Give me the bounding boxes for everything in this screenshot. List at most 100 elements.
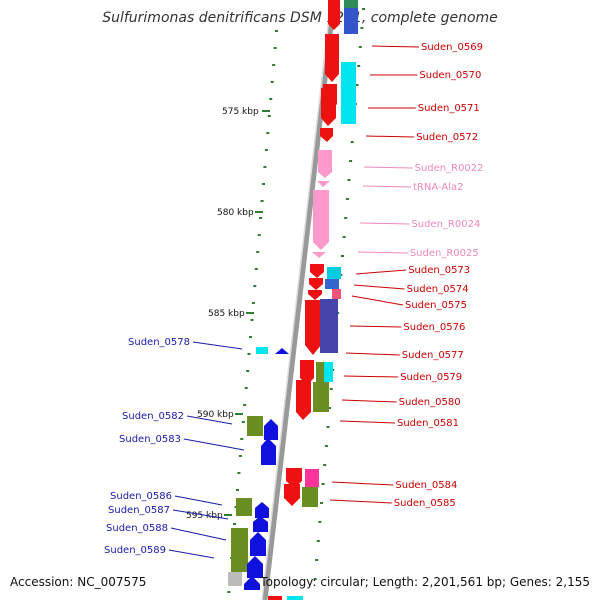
gene-block-suden-0576-purple[interactable] [320,299,338,353]
gene-block-suden-0584-magenta[interactable] [305,469,319,487]
gene-block-suden-0586-olive[interactable] [236,498,252,516]
ruler-dot [244,387,248,389]
ruler-dot-right [318,521,322,523]
gene-label[interactable]: Suden_R0022 [415,163,484,174]
ruler-dot-right [357,65,361,67]
gene-label[interactable]: Suden_0579 [400,372,462,383]
gene-label[interactable]: Suden_0584 [395,480,457,491]
tick-label-575: 575 kbp [222,107,259,117]
map-title: Sulfurimonas denitrificans DSM 1251, com… [102,10,498,26]
gene-label[interactable]: Suden_R0024 [411,219,480,230]
gene-label[interactable]: Suden_0583 [119,434,181,445]
gene-arrow-suden-0589[interactable] [247,556,263,578]
gene-block-suden-0589-gray[interactable] [228,572,242,586]
gene-block-suden-0573-cyan[interactable] [327,267,341,279]
gene-label[interactable]: Suden_0585 [394,498,456,509]
gene-arrow-suden-0588[interactable] [250,532,266,556]
ruler-dot-right [347,179,351,181]
gene-label[interactable]: Suden_0589 [104,545,166,556]
ruler-dot [253,285,257,287]
gene-label[interactable]: Suden_0569 [421,42,483,53]
gene-block-suden-0582-olive[interactable] [247,416,263,436]
tick-label-585: 585 kbp [208,309,245,319]
gene-label[interactable]: Suden_0578 [128,337,190,348]
gene-label[interactable]: Suden_0576 [403,322,465,333]
label-leader-line [341,399,397,403]
gene-block-partial-top-2[interactable] [344,8,358,34]
gene-block-partial-bottom-cyan[interactable] [287,596,303,600]
gene-block-suden-0580-olive[interactable] [313,382,329,412]
ruler-dot [243,404,247,406]
gene-block-partial-top[interactable] [344,0,358,8]
gene-arrow-suden-0571[interactable] [321,88,336,126]
ruler-dot [259,217,263,219]
gene-label[interactable]: Suden_0570 [419,70,481,81]
gene-block-suden-0585-olive[interactable] [302,487,318,507]
gene-block-partial-bottom[interactable] [268,596,282,600]
gene-arrow-suden-0575[interactable] [308,290,322,300]
gene-arrow-suden-0586[interactable] [255,502,269,518]
ruler-dot [249,336,252,338]
gene-block-suden-0570-cyan[interactable] [341,62,356,124]
gene-arrow-suden-0585[interactable] [284,484,300,506]
ruler-dot [237,472,241,474]
gene-label[interactable]: Suden_0582 [122,411,184,422]
gene-block-suden-0574-blue[interactable] [325,279,339,289]
gene-arrow-suden-r0022[interactable] [318,150,332,178]
gene-block-suden-0579-olive[interactable] [316,362,325,382]
ruler-dot [260,200,264,202]
label-leader-line [365,135,415,138]
ruler-dot [257,234,261,236]
gene-arrow-trna-ala2[interactable] [317,181,330,187]
accession-text: Accession: NC_007575 [10,575,147,589]
gene-label[interactable]: Suden_0572 [416,132,478,143]
label-leader-line [339,420,396,424]
label-leader-line [331,481,394,486]
label-leader-line [357,251,408,254]
label-leader-line [351,295,404,306]
gene-label[interactable]: Suden_0588 [106,523,168,534]
gene-arrow-suden-0572[interactable] [320,128,333,142]
gene-label[interactable]: tRNA-Ala2 [413,182,463,193]
label-leader-line [168,549,215,559]
gene-label[interactable]: Suden_0577 [402,350,464,361]
gene-arrow-suden-0574[interactable] [309,278,323,290]
gene-arrow-suden-0584[interactable] [286,468,302,488]
gene-arrow-suden-r0024[interactable] [313,190,329,250]
ruler-dot [262,183,265,185]
gene-label[interactable]: Suden_0571 [418,103,480,114]
gene-label[interactable]: Suden_R0025 [410,248,479,259]
gene-label[interactable]: Suden_0574 [407,284,469,295]
gene-label[interactable]: Suden_0575 [405,300,467,311]
gene-arrow-partial-top[interactable] [328,0,340,30]
gene-label[interactable]: Suden_0573 [408,265,470,276]
ruler-dot-right [326,426,330,428]
gene-arrow-suden-0576[interactable] [305,300,321,355]
gene-arrow-suden-0579[interactable] [296,380,311,420]
ruler-dot-right [341,255,344,257]
ruler-dot [236,489,239,491]
gene-block-suden-0588-olive[interactable] [231,528,248,572]
gene-block-suden-0575-pink[interactable] [332,289,341,299]
gene-arrow-suden-0578[interactable] [275,348,289,354]
gene-arrow-suden-0582[interactable] [264,419,278,440]
tick-label-595: 595 kbp [186,511,223,521]
gene-arrow-suden-r0025[interactable] [312,252,326,258]
ruler-dot [264,149,268,151]
label-leader-line [362,185,412,188]
gene-block-suden-0578-cyan[interactable] [256,347,268,354]
gene-arrow-suden-0583[interactable] [261,438,276,465]
gene-arrow-suden-0587[interactable] [253,516,268,532]
gene-label[interactable]: Suden_0581 [397,418,459,429]
gene-arrow-suden-0573[interactable] [310,264,324,278]
gene-label[interactable]: Suden_0586 [110,491,172,502]
gene-arrow-suden-0569[interactable] [325,34,339,82]
gene-arrow-partial-lower[interactable] [244,576,260,590]
gene-label[interactable]: Suden_0587 [108,505,170,516]
label-leader-line [349,325,402,328]
gene-label[interactable]: Suden_0580 [399,397,461,408]
gene-arrow-suden-0577[interactable] [300,360,314,385]
ruler-dot [266,132,270,134]
gene-block-suden-0579-cyan[interactable] [324,362,333,382]
